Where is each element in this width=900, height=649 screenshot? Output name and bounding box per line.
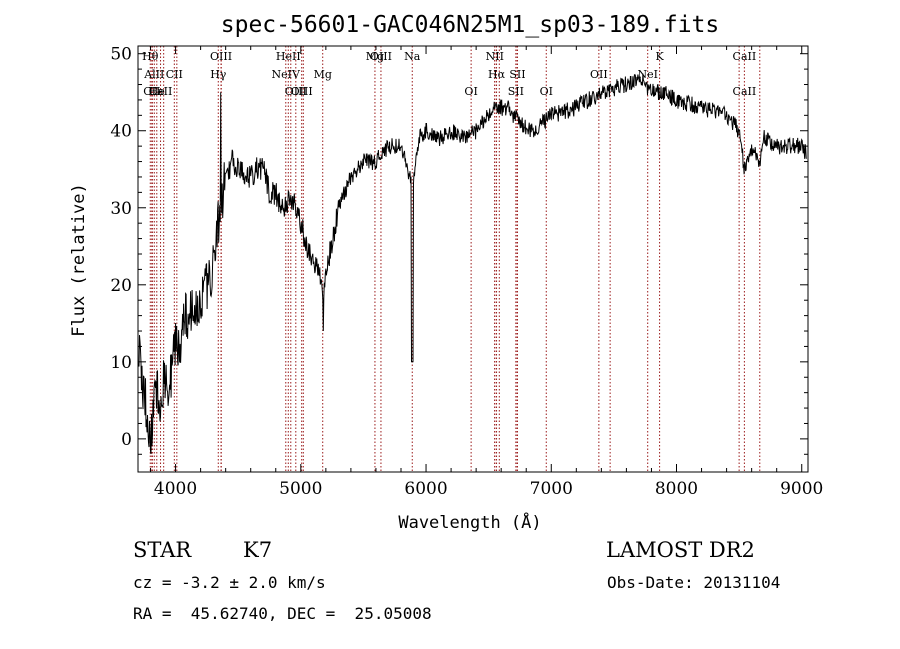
spectral-line-labels: HθAlIICIIHeCaIICIIOIIIHγHeIINeIVOIIIOIII…: [142, 50, 756, 98]
line-label: CaII: [733, 50, 757, 63]
line-label: Na: [404, 50, 421, 63]
x-tick-label: 6000: [404, 479, 447, 499]
spectrum-series: [137, 73, 807, 455]
line-label: Hγ: [210, 68, 227, 81]
line-label: NII: [486, 50, 504, 63]
line-label: K: [655, 50, 664, 63]
x-axis: 4000 5000 6000 7000 8000 9000: [150, 46, 823, 499]
y-axis-title: Flux (relative): [69, 183, 89, 337]
x-axis-title: Wavelength (Å): [398, 511, 541, 533]
line-label: OIII: [291, 85, 313, 98]
line-label: SII: [509, 68, 525, 81]
y-tick-label: 10: [110, 353, 132, 373]
x-tick-label: 4000: [154, 479, 197, 499]
line-label: HeII: [276, 50, 301, 63]
redshift-cz: cz = -3.2 ± 2.0 km/s: [133, 573, 326, 592]
line-label: OIII: [285, 85, 307, 98]
y-tick-label: 40: [110, 122, 132, 142]
line-label: Hθ: [142, 50, 159, 63]
x-tick-label: 8000: [655, 479, 698, 499]
line-label: AlII: [143, 68, 164, 81]
chart-title: spec-56601-GAC046N25M1_sp03-189.fits: [221, 12, 720, 38]
plot-frame: [137, 45, 809, 473]
y-tick-label: 20: [110, 276, 132, 296]
line-label: CII: [143, 85, 160, 98]
coordinates: RA = 45.62740, DEC = 25.05008: [133, 604, 432, 623]
line-label: OII: [590, 68, 608, 81]
x-tick-label: 7000: [530, 479, 573, 499]
line-label: CII: [166, 68, 183, 81]
x-tick-label: 9000: [780, 479, 823, 499]
line-label: SII: [508, 85, 524, 98]
line-label: Mg: [366, 50, 384, 63]
line-label: OI: [540, 85, 553, 98]
y-axis: 0 10 20 30 40 50: [110, 45, 808, 455]
spectrum-line: [137, 73, 807, 455]
object-class: STAR: [133, 538, 192, 562]
y-tick-label: 30: [110, 199, 132, 219]
line-label: OIII: [370, 50, 392, 63]
spectral-subclass: K7: [243, 538, 273, 562]
observation-date: Obs-Date: 20131104: [607, 573, 781, 592]
x-tick-label: 5000: [279, 479, 322, 499]
line-label: NeIV: [272, 68, 301, 81]
line-label: He: [149, 85, 165, 98]
survey-name: LAMOST DR2: [606, 538, 755, 562]
spectral-line-markers: [149, 46, 761, 472]
line-label: OIII: [210, 50, 232, 63]
y-tick-label: 0: [121, 430, 132, 450]
line-label: Mg: [314, 68, 332, 81]
y-tick-label: 50: [110, 45, 132, 65]
line-label: Hα: [488, 68, 506, 81]
line-label: CaII: [149, 85, 173, 98]
line-label: OI: [464, 85, 477, 98]
line-label: CaII: [733, 85, 757, 98]
